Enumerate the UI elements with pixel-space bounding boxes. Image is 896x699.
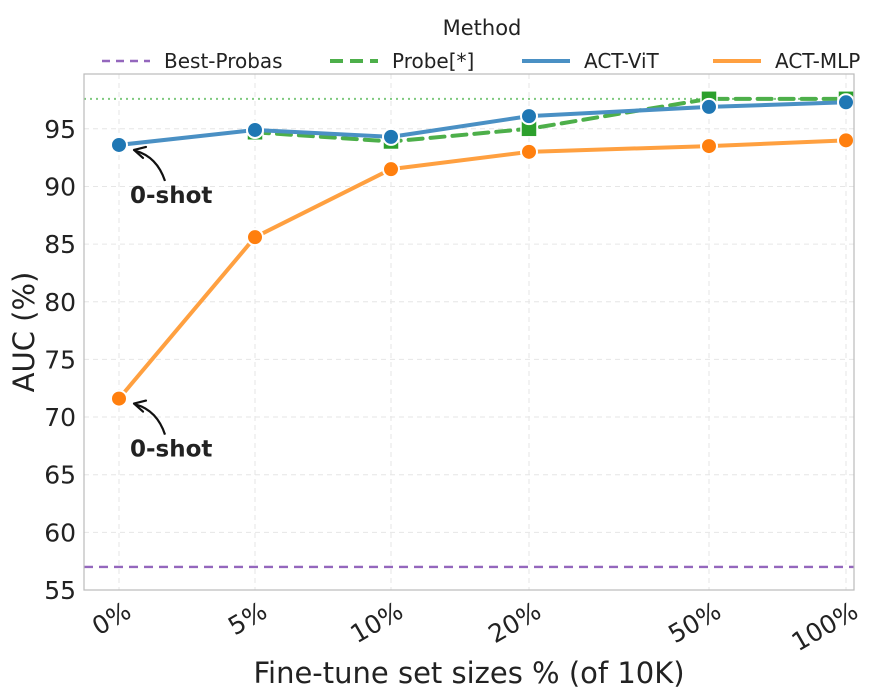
- x-tick-label: 10%: [345, 596, 408, 649]
- legend-label: Probe[*]: [392, 49, 474, 73]
- series-line-act-vit: [117, 100, 848, 147]
- x-tick-label: 0%: [87, 596, 136, 641]
- legend-label: Best-Probas: [164, 49, 283, 73]
- legend-entry-act-mlp: ACT-MLP: [713, 49, 860, 73]
- y-tick-label: 80: [44, 288, 76, 317]
- plot-frame: [83, 73, 855, 591]
- y-tick-label: 60: [44, 518, 76, 547]
- legend-label: ACT-ViT: [584, 49, 660, 73]
- annotation-0-shot-act-vit: 0-shot: [130, 145, 212, 209]
- data-point-act-vit: [246, 120, 264, 139]
- arrow-head-icon: [132, 399, 148, 413]
- annotation-arrow: [135, 403, 167, 435]
- data-point-act-mlp: [246, 228, 264, 247]
- data-point-act-mlp: [520, 142, 538, 161]
- legend: Method Best-Probas Probe[*] ACT-ViT ACT-MLP: [102, 16, 860, 73]
- y-tick-label: 75: [44, 345, 76, 374]
- data-point-act-mlp: [110, 389, 128, 408]
- annotation-label: 0-shot: [130, 437, 212, 463]
- data-point-act-vit: [110, 135, 128, 154]
- reference-lines: [84, 97, 854, 569]
- y-tick-label: 55: [44, 576, 76, 605]
- legend-title: Method: [443, 16, 522, 40]
- annotation-label: 0-shot: [130, 183, 212, 209]
- annotation-0-shot-act-mlp: 0-shot: [130, 399, 212, 463]
- data-point-act-vit: [382, 127, 400, 146]
- y-axis-label: AUC (%): [7, 272, 41, 393]
- y-tick-label: 85: [44, 230, 76, 259]
- y-tick-label: 70: [44, 403, 76, 432]
- data-point-act-mlp: [382, 160, 400, 179]
- x-tick-label: 100%: [787, 596, 863, 657]
- legend-entry-probe: Probe[*]: [330, 49, 474, 73]
- data-point-act-vit: [837, 93, 855, 112]
- y-tick-label: 95: [44, 115, 76, 144]
- y-tick-label: 90: [44, 172, 76, 201]
- data-point-act-vit: [520, 107, 538, 126]
- gridlines: [84, 74, 854, 591]
- y-tick-label: 65: [44, 461, 76, 490]
- annotation-arrow: [135, 149, 167, 182]
- legend-entry-best-probas: Best-Probas: [102, 49, 283, 73]
- arrow-head-icon: [132, 145, 148, 160]
- x-axis-label: Fine-tune set sizes % (of 10K): [253, 656, 684, 690]
- series-line-act-mlp: [117, 138, 848, 401]
- legend-label: ACT-MLP: [775, 49, 860, 73]
- data-point-act-mlp: [700, 137, 718, 156]
- annotations: 0-shot 0-shot: [130, 145, 212, 463]
- data-point-act-vit: [700, 97, 718, 116]
- legend-entry-act-vit: ACT-ViT: [522, 49, 660, 73]
- series-markers: [110, 90, 855, 408]
- data-point-act-mlp: [837, 131, 855, 150]
- x-tick-label: 20%: [483, 596, 546, 649]
- plot-background: [84, 74, 854, 590]
- x-tick-label: 5%: [223, 596, 272, 641]
- x-tick-label: 50%: [663, 596, 726, 649]
